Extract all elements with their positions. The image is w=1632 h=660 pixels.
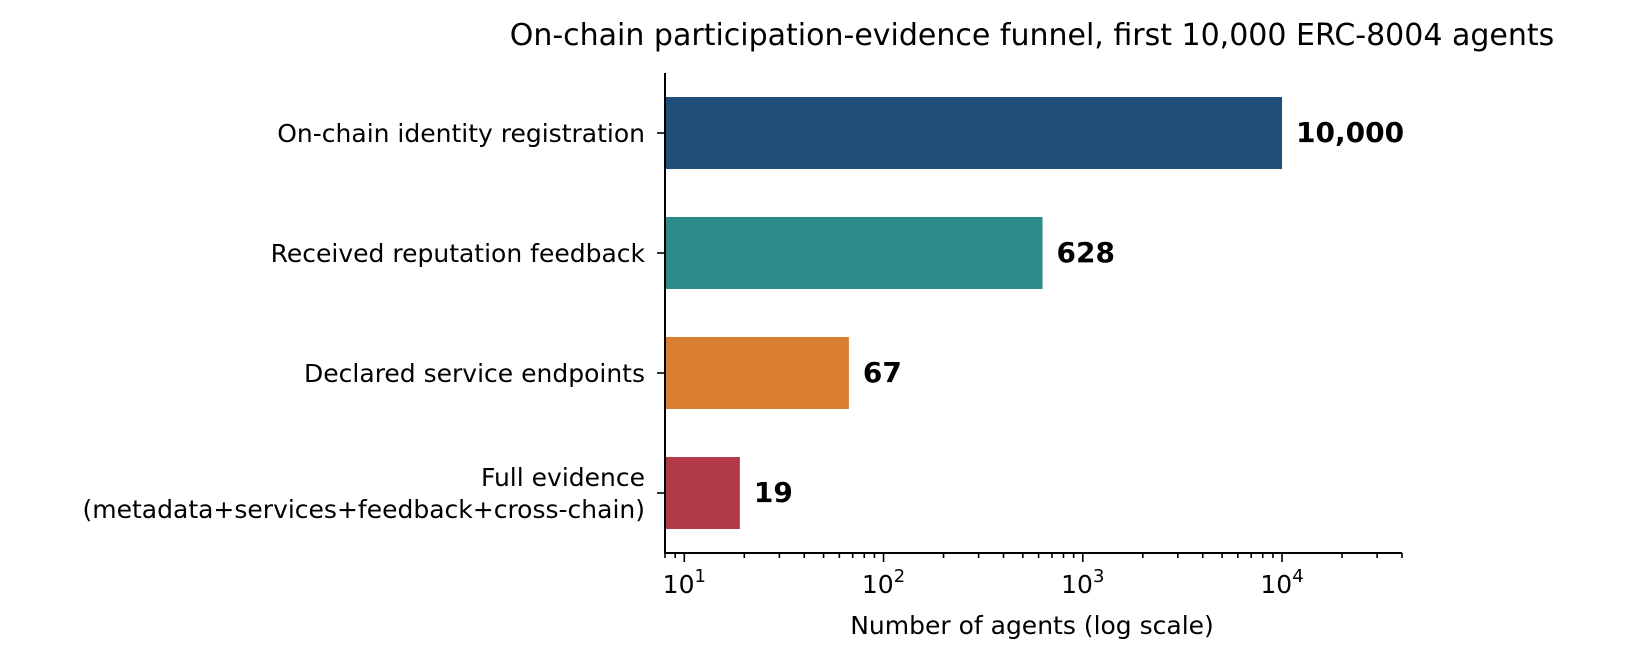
category-labels: On-chain identity registration Received r… [83, 119, 646, 524]
x-tick-label-3: 104 [1260, 566, 1303, 599]
value-label-1: 628 [1057, 236, 1115, 269]
category-label-0-0: On-chain identity registration [277, 119, 645, 148]
bar-0 [665, 97, 1283, 169]
value-labels: 10,000 628 67 19 [754, 116, 1404, 509]
bars-group [665, 97, 1283, 529]
bar-3 [665, 457, 740, 529]
chart-title: On-chain participation-evidence funnel, … [510, 18, 1555, 53]
x-axis-label: Number of agents (log scale) [850, 611, 1214, 640]
category-label-3-0: Full evidence [481, 463, 645, 492]
x-tick-label-1: 102 [862, 566, 905, 599]
bar-2 [665, 337, 849, 409]
category-label-3-1: (metadata+services+feedback+cross-chain) [83, 495, 645, 524]
x-tick-label-0: 101 [663, 566, 706, 599]
value-label-2: 67 [863, 356, 902, 389]
x-tick-label-2: 103 [1061, 566, 1104, 599]
value-label-3: 19 [754, 476, 793, 509]
bar-1 [665, 217, 1043, 289]
category-label-1-0: Received reputation feedback [271, 239, 646, 268]
axes: 101 102 103 104 [657, 73, 1403, 599]
value-label-0: 10,000 [1296, 116, 1404, 149]
category-label-2-0: Declared service endpoints [304, 359, 645, 388]
